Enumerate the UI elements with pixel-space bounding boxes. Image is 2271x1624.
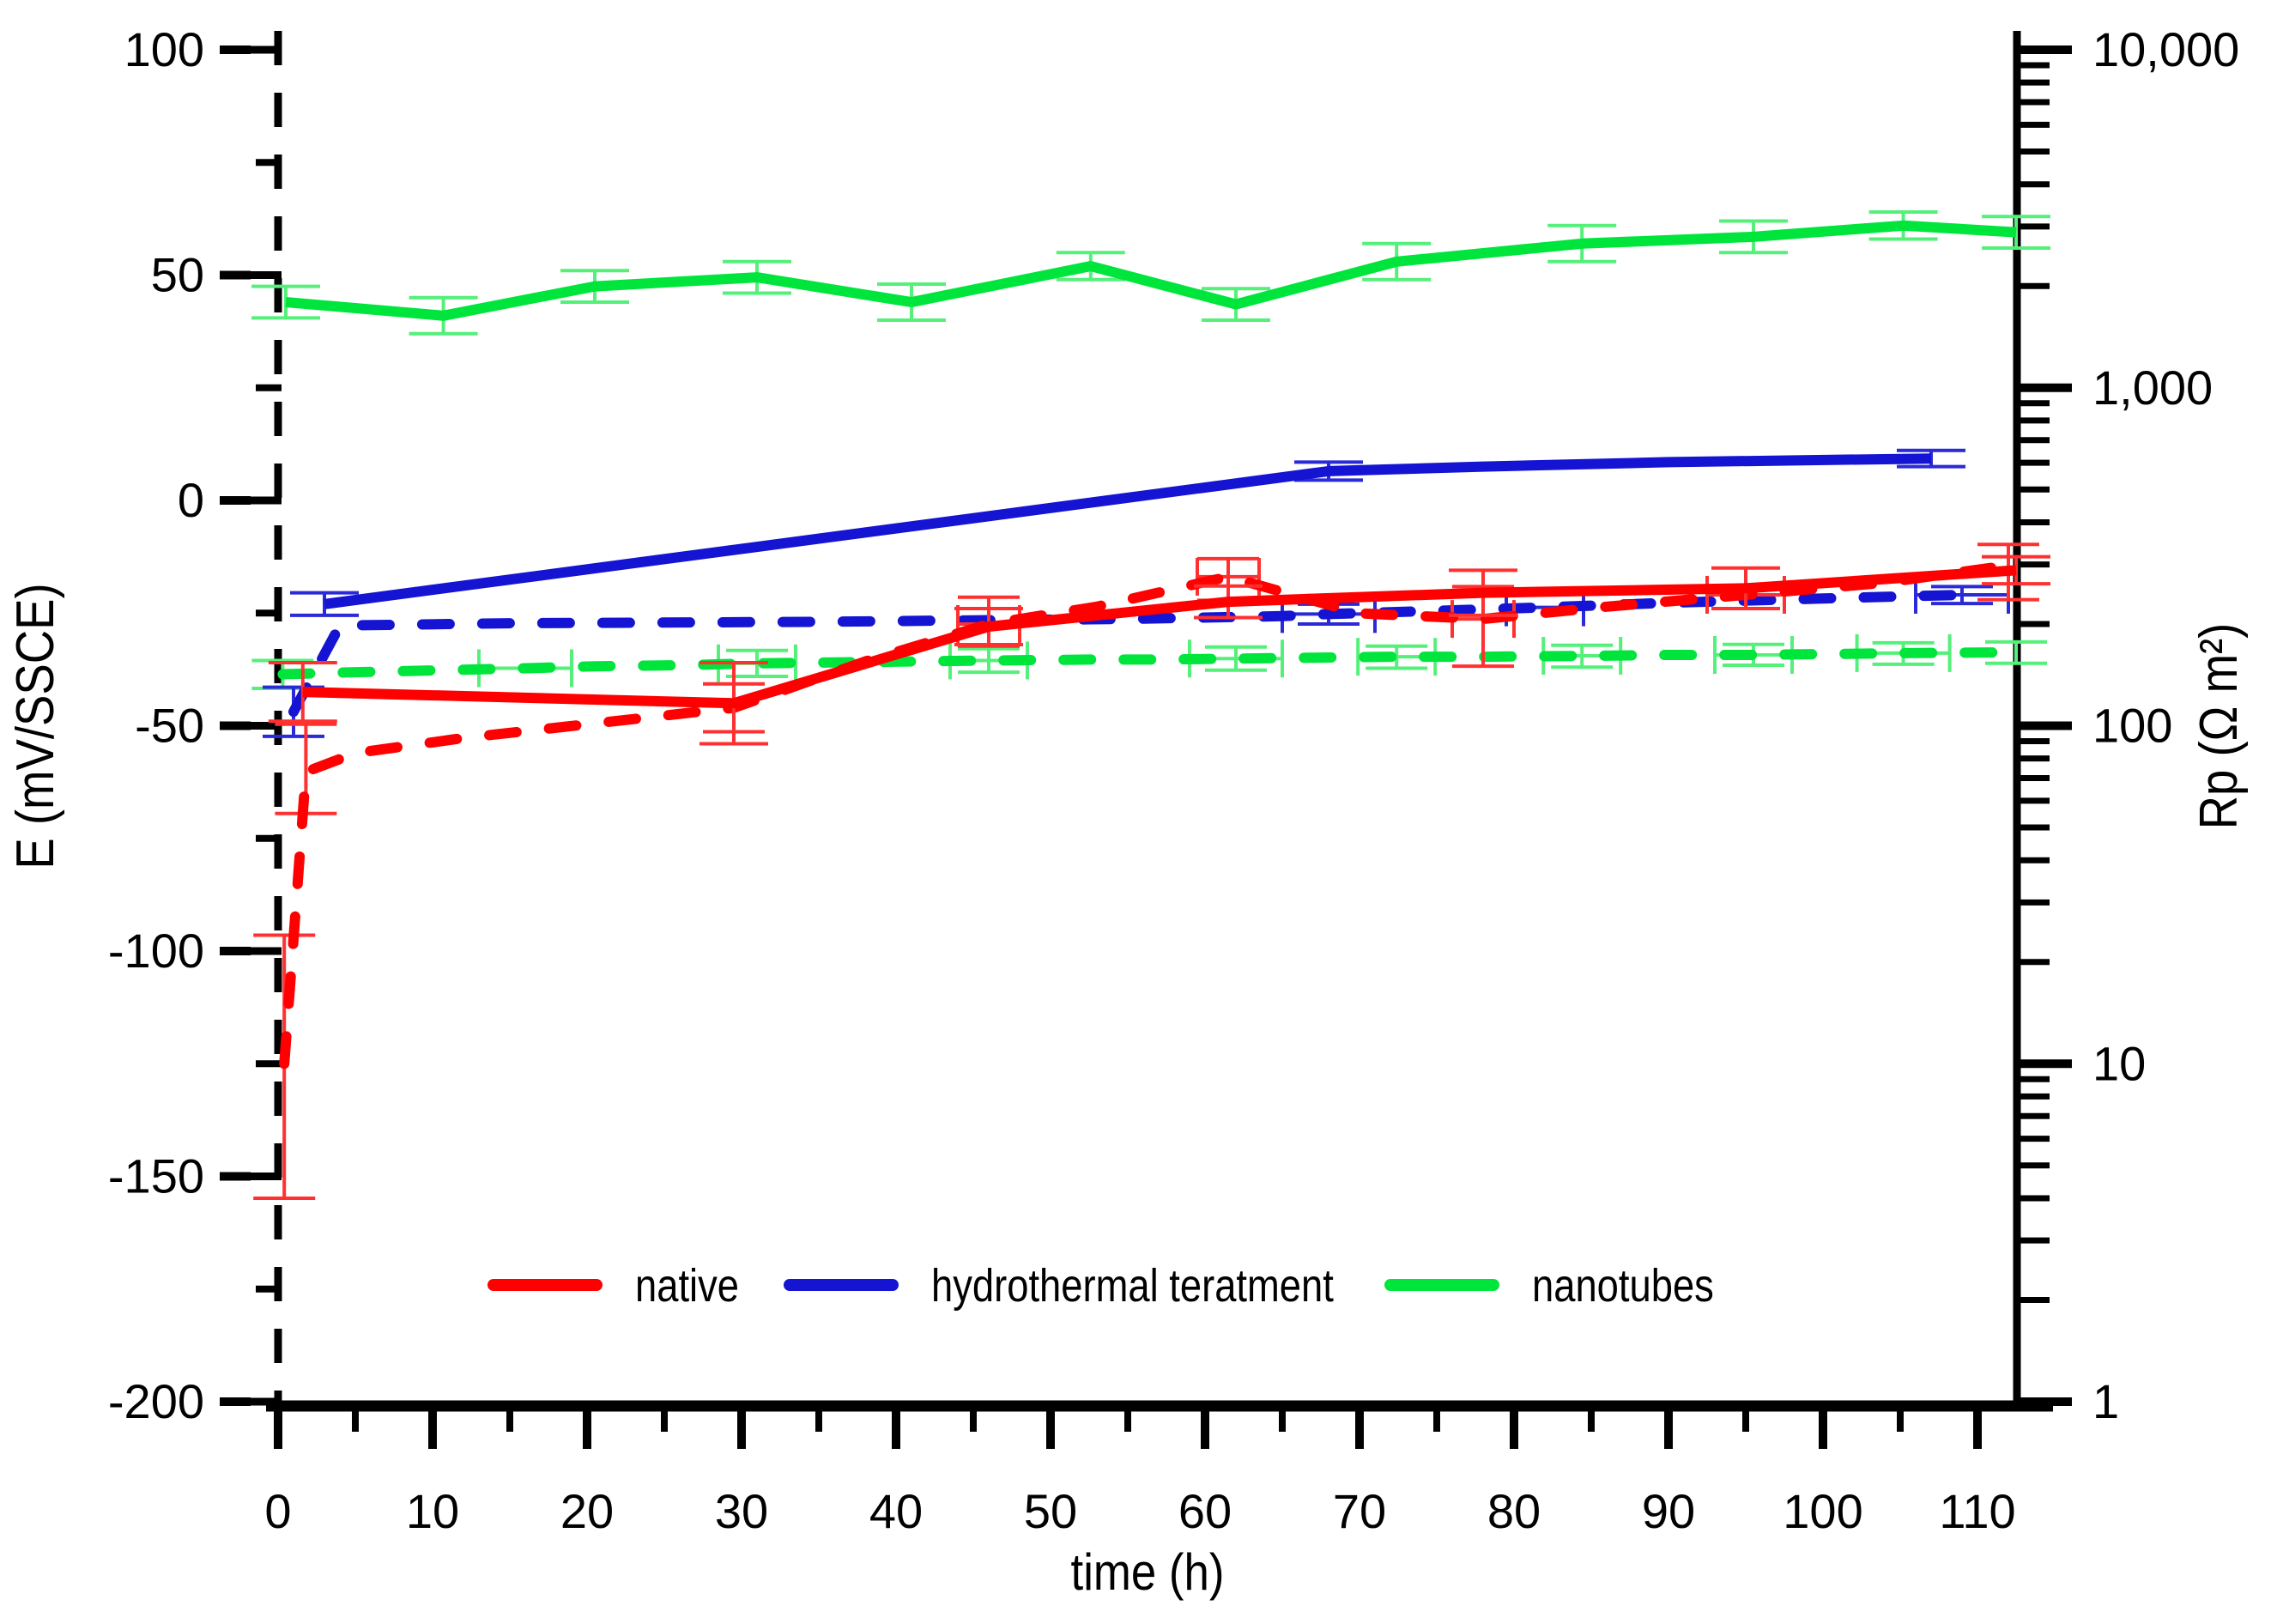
y-right-tick-label: 1 — [2092, 1374, 2119, 1428]
legend: native hydrothermal teratment nanotubes — [488, 1259, 1714, 1312]
x-tick-label: 60 — [1178, 1484, 1232, 1538]
x-tick-label: 80 — [1487, 1484, 1541, 1538]
y-right-tick-label: 10 — [2092, 1036, 2146, 1090]
y-right-axis: 10,000 1,000 100 10 1 — [2013, 22, 2239, 1428]
x-tick-label: 0 — [264, 1484, 291, 1538]
y-right-tick-label: 100 — [2092, 699, 2172, 753]
x-tick-label: 100 — [1783, 1484, 1862, 1538]
axis-titles: time (h) E (mV/SSCE) Rp (Ω m²) — [6, 583, 2249, 1600]
y-left-tick-label: -50 — [135, 699, 204, 753]
x-tick-label: 50 — [1024, 1484, 1077, 1538]
x-tick-label: 90 — [1642, 1484, 1695, 1538]
y-left-axis: 100 50 0 -50 -100 -150 -200 — [108, 22, 282, 1428]
series-native-E — [268, 554, 2050, 746]
y-left-axis-title: E (mV/SSCE) — [6, 583, 65, 869]
y-right-tick-label: 1,000 — [2092, 361, 2213, 415]
series-line-nanotubes-E — [285, 220, 2017, 321]
x-tick-label: 40 — [869, 1484, 923, 1538]
x-axis-title: time (h) — [1071, 1543, 1225, 1601]
y-left-tick-label: 50 — [151, 248, 204, 302]
x-tick-label: 20 — [560, 1484, 614, 1538]
y-right-axis-title: Rp (Ω m²) — [2189, 623, 2249, 830]
legend-label: native — [635, 1259, 739, 1312]
x-tick-label: 30 — [715, 1484, 768, 1538]
series-native-Rp — [253, 542, 2039, 1200]
y-left-tick-label: 0 — [178, 473, 204, 527]
y-right-tick-label: 10,000 — [2092, 22, 2239, 76]
x-tick-label: 10 — [406, 1484, 459, 1538]
x-tick-label: 110 — [1939, 1484, 2015, 1538]
series-nanotubes-E — [251, 210, 2050, 336]
legend-label: nanotubes — [1532, 1259, 1714, 1312]
legend-item-native: native — [488, 1259, 739, 1312]
x-tick-label: 70 — [1333, 1484, 1386, 1538]
series-line-nanotubes-Rp — [277, 646, 2021, 680]
series-line-native-Rp — [279, 560, 2014, 1070]
series-line-hydrothermal-E — [324, 453, 1932, 609]
x-axis: 0 10 20 30 40 50 60 70 80 90 100 110 — [264, 1400, 2053, 1538]
series-hydrothermal-E — [290, 448, 1965, 617]
y-left-tick-label: 100 — [124, 22, 204, 76]
series-line-native-E — [302, 565, 2017, 709]
legend-label: hydrothermal teratment — [931, 1259, 1334, 1312]
legend-item-nanotubes: nanotubes — [1384, 1259, 1714, 1312]
y-left-tick-label: -200 — [108, 1374, 204, 1428]
y-left-tick-label: -150 — [108, 1149, 204, 1203]
series-nanotubes-Rp — [251, 633, 2047, 690]
legend-item-hydrothermal-teratment: hydrothermal teratment — [784, 1259, 1334, 1312]
y-left-tick-label: -100 — [108, 924, 204, 978]
